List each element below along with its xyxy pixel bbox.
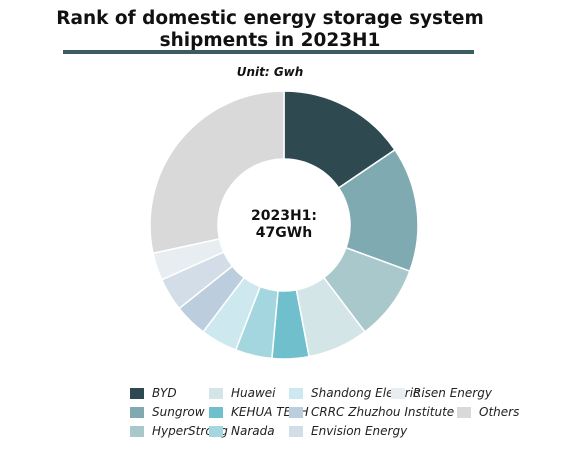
title-underline: [63, 50, 474, 54]
legend-label: Huawei: [231, 386, 276, 400]
donut-center-label: 2023H1: 47GWh: [224, 208, 344, 242]
legend-item-hyperstrong: HyperStrong: [130, 424, 228, 438]
legend-item-risen-energy: Risen Energy: [391, 386, 492, 400]
legend-swatch: [130, 406, 144, 418]
legend-item-byd: BYD: [130, 386, 177, 400]
legend-label: HyperStrong: [152, 424, 228, 438]
legend-label: Risen Energy: [413, 386, 492, 400]
legend-item-crrc-zhuzhou-institute: CRRC Zhuzhou Institute: [289, 405, 454, 419]
legend-swatch: [457, 406, 471, 418]
legend-swatch: [289, 406, 303, 418]
legend-swatch: [209, 425, 223, 437]
legend-item-narada: Narada: [209, 424, 275, 438]
legend-label: Envision Energy: [311, 424, 408, 438]
legend-item-sungrow: Sungrow: [130, 405, 205, 419]
legend-swatch: [391, 387, 405, 399]
legend-label: Sungrow: [152, 405, 205, 419]
legend-label: CRRC Zhuzhou Institute: [311, 405, 455, 419]
legend-swatch: [209, 406, 223, 418]
legend-item-envision-energy: Envision Energy: [289, 424, 407, 438]
legend-swatch: [209, 387, 223, 399]
legend-swatch: [289, 425, 303, 437]
donut-slice-others: [149, 90, 285, 255]
legend-swatch: [130, 425, 144, 437]
legend-label: Narada: [231, 424, 275, 438]
center-label-period: 2023H1:: [250, 208, 318, 224]
chart-unit-label: Unit: Gwh: [236, 65, 304, 79]
legend-swatch: [130, 387, 144, 399]
legend-item-huawei: Huawei: [209, 386, 276, 400]
legend-label: Others: [479, 405, 520, 419]
center-label-total: 47GWh: [255, 225, 313, 241]
chart-title: Rank of domestic energy storage system s…: [56, 8, 484, 51]
legend-item-others: Others: [457, 405, 519, 419]
legend-label: BYD: [152, 386, 177, 400]
legend-swatch: [289, 387, 303, 399]
